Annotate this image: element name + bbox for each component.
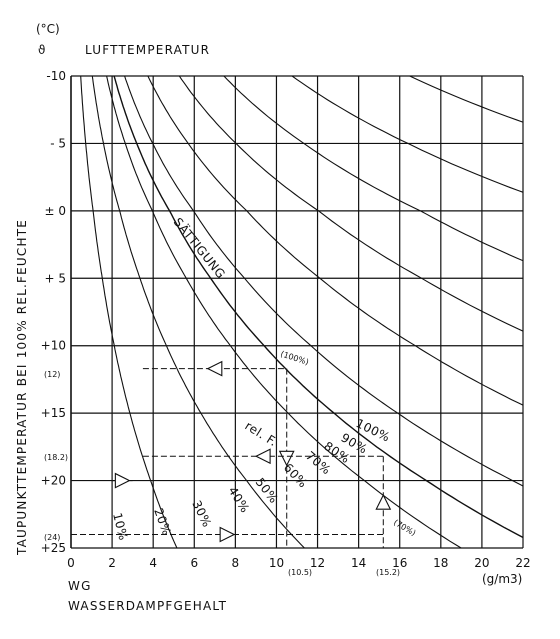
x-tick-label: 14 bbox=[351, 556, 366, 570]
x-tick-labels: 0 2 4 6 8 10 12 14 16 18 20 22 bbox=[67, 556, 530, 570]
series-label-60: 60% bbox=[281, 460, 310, 490]
x-tick-label: 0 bbox=[67, 556, 75, 570]
y-tick-label: +20 bbox=[41, 474, 66, 488]
x-axis-label: WASSERDAMPFGEHALT bbox=[68, 599, 227, 613]
y-tick-label: +15 bbox=[41, 406, 66, 420]
rh-curve-80 bbox=[291, 76, 523, 193]
y-tick-label: -10 bbox=[46, 69, 66, 83]
annotation-70pct: (70%) bbox=[392, 518, 417, 538]
series-label-40: 40% bbox=[225, 484, 252, 515]
rh-curve-60 bbox=[178, 76, 523, 332]
x-tick-label: 16 bbox=[392, 556, 407, 570]
annotation-12: (12) bbox=[44, 370, 60, 379]
annotation-18-2: (18.2) bbox=[44, 453, 68, 462]
top-symbol: ϑ bbox=[38, 43, 45, 57]
example-arrow bbox=[206, 360, 223, 377]
rel-humidity-label: rel. F. bbox=[242, 419, 279, 450]
x-unit: (g/m3) bbox=[482, 572, 522, 586]
x-tick-label: 2 bbox=[108, 556, 116, 570]
example-arrow bbox=[278, 450, 295, 467]
saturation-curve bbox=[113, 76, 523, 539]
rh-curve-10 bbox=[80, 76, 178, 548]
annotation-15-2: (15.2) bbox=[376, 568, 400, 577]
x-tick-label: 10 bbox=[269, 556, 284, 570]
x-tick-label: 12 bbox=[310, 556, 325, 570]
y-tick-label: +25 bbox=[41, 541, 66, 555]
annotation-100pct: (100%) bbox=[279, 349, 309, 367]
y-tick-label: - 5 bbox=[50, 136, 66, 150]
annotation-10-5: (10.5) bbox=[288, 568, 312, 577]
x-tick-label: 20 bbox=[474, 556, 489, 570]
example-arrow bbox=[254, 448, 271, 465]
rh-curve-20 bbox=[91, 76, 305, 548]
annotation-24: (24) bbox=[44, 533, 60, 542]
rh-curve-40 bbox=[124, 76, 523, 487]
top-unit: (°C) bbox=[36, 22, 60, 36]
rh-curve-90 bbox=[409, 76, 523, 123]
y-tick-label: + 5 bbox=[44, 271, 66, 285]
x-tick-label: 22 bbox=[515, 556, 530, 570]
series-label-10: 10% bbox=[110, 511, 130, 542]
y-tick-label: +10 bbox=[41, 339, 66, 353]
example-lines bbox=[71, 360, 392, 548]
rh-curve-50 bbox=[147, 76, 523, 406]
series-label-20: 20% bbox=[151, 506, 174, 537]
y-tick-labels: -10 - 5 ± 0 + 5 +10 +15 +20 +25 bbox=[41, 69, 66, 555]
y-axis-label: TAUPUNKTTEMPERATUR BEI 100% REL.FEUCHTE bbox=[15, 219, 29, 556]
example-arrow bbox=[219, 526, 236, 543]
rh-curve-70 bbox=[223, 76, 523, 262]
x-tick-label: 6 bbox=[190, 556, 198, 570]
x-tick-label: 8 bbox=[232, 556, 240, 570]
y-tick-label: ± 0 bbox=[44, 204, 66, 218]
example-arrow bbox=[375, 493, 392, 510]
rh-curve-30 bbox=[106, 76, 462, 548]
example-arrow bbox=[114, 472, 131, 489]
series-label-30: 30% bbox=[189, 498, 214, 529]
x-tick-label: 4 bbox=[149, 556, 157, 570]
x-tick-label: 18 bbox=[433, 556, 448, 570]
curves bbox=[80, 76, 523, 548]
saturation-label: SÄTTIGUNG bbox=[171, 214, 229, 281]
top-label: LUFTTEMPERATUR bbox=[85, 43, 210, 57]
grid bbox=[70, 75, 524, 549]
x-axis-short-label: WG bbox=[68, 579, 92, 593]
